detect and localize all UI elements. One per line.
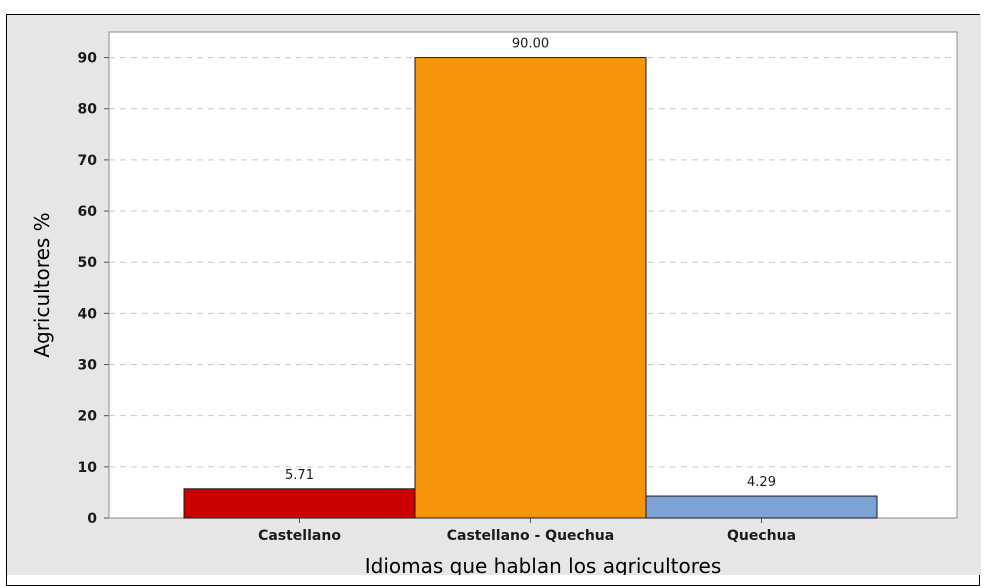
y-tick-label: 60 bbox=[78, 204, 98, 220]
y-axis-ticks: 0 10 20 30 40 50 60 70 80 90 bbox=[78, 51, 109, 527]
y-tick-label: 30 bbox=[78, 358, 98, 374]
data-label: 90.00 bbox=[512, 37, 549, 52]
chart-frame: 0 10 20 30 40 50 60 70 80 90 5.71 90.00 4.29 Castel… bbox=[6, 14, 981, 586]
y-tick-label: 80 bbox=[78, 102, 98, 118]
bar-quechua bbox=[645, 495, 878, 519]
bar-chart: 0 10 20 30 40 50 60 70 80 90 5.71 90.00 4.29 Castel… bbox=[7, 15, 981, 575]
bar-castellano bbox=[183, 488, 416, 519]
y-tick-label: 0 bbox=[87, 511, 97, 527]
x-category-label: Quechua bbox=[727, 528, 796, 544]
y-tick-label: 20 bbox=[78, 409, 98, 425]
category-labels: Castellano Castellano - Quechua Quechua bbox=[258, 518, 796, 544]
data-labels: 5.71 90.00 4.29 bbox=[285, 37, 776, 490]
y-tick-label: 70 bbox=[78, 153, 98, 169]
x-axis-title: Idiomas que hablan los agricultores bbox=[365, 554, 722, 575]
bar-castellano-quechua bbox=[414, 57, 647, 519]
data-label: 4.29 bbox=[747, 475, 776, 490]
y-tick-label: 50 bbox=[78, 255, 98, 271]
y-axis-title: Agricultores % bbox=[30, 212, 54, 357]
y-tick-label: 40 bbox=[78, 306, 98, 322]
x-category-label: Castellano bbox=[258, 528, 341, 544]
y-tick-label: 10 bbox=[78, 460, 98, 476]
bars bbox=[183, 57, 878, 519]
x-category-label: Castellano - Quechua bbox=[447, 528, 614, 544]
data-label: 5.71 bbox=[285, 468, 314, 483]
y-tick-label: 90 bbox=[78, 51, 98, 67]
